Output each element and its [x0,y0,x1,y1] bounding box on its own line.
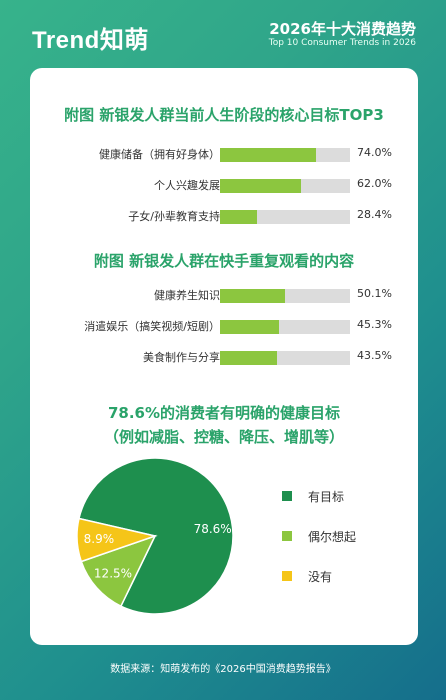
legend-swatch [282,491,292,501]
pie-slice [76,517,158,563]
pie-title-line2: （例如减脂、控糖、降压、增肌等） [103,428,344,446]
bar-value-label: 43.5% [357,349,392,362]
bar-track [220,148,350,162]
pie-slice [80,534,157,608]
legend-swatch [282,571,292,581]
bar [220,289,286,303]
bar-value-label: 28.4% [357,208,392,221]
legend-label: 没有 [308,570,333,584]
brand-logo: Trend知萌 [32,27,149,54]
bar-row: 健康储备（拥有好身体） 74.0% [30,144,418,164]
legend-swatch [282,531,292,541]
pie-value-label: 78.6% [194,522,232,536]
bar-row: 美食制作与分享 43.5% [30,347,418,367]
legend-label: 有目标 [308,490,345,504]
pie-title-line1: 78.6%的消费者有明确的健康目标 [107,404,341,422]
bar-row: 子女/孙辈教育支持 28.4% [30,206,418,226]
content-card: 附图 新银发人群当前人生阶段的核心目标TOP3 健康储备（拥有好身体） 74.0%… [30,68,418,645]
bar-row: 个人兴趣发展 62.0% [30,175,418,195]
bar-category-label: 个人兴趣发展 [154,179,220,192]
bar [220,179,301,193]
report-subtitle: Top 10 Consumer Trends in 2026 [268,38,416,48]
bar-category-label: 子女/孙辈教育支持 [128,210,220,223]
bar-track [220,210,350,224]
pie-value-label: 8.9% [84,532,115,546]
bar-row: 健康养生知识 50.1% [30,285,418,305]
pie-value-label: 12.5% [94,566,132,580]
bar [220,210,257,224]
bar-track [220,351,350,365]
bar-value-label: 50.1% [357,287,392,300]
bar-category-label: 消遣娱乐（搞笑视频/短剧） [84,320,220,333]
header: Trend知萌 2026年十大消费趋势 Top 10 Consumer Tren… [0,0,446,62]
bar-track [220,320,350,334]
bar [220,320,279,334]
chart1-title: 附图 新银发人群当前人生阶段的核心目标TOP3 [64,106,384,124]
bar-category-label: 美食制作与分享 [143,351,220,364]
pie-chart: 78.6% 12.5% 8.9% [76,457,234,615]
data-source: 数据来源：知萌发布的《2026中国消费趋势报告》 [110,664,336,675]
bar [220,351,277,365]
bar-row: 消遣娱乐（搞笑视频/短剧） 45.3% [30,316,418,336]
bar-value-label: 45.3% [357,318,392,331]
chart2-title: 附图 新银发人群在快手重复观看的内容 [93,252,355,270]
bar-value-label: 62.0% [357,177,392,190]
bar-value-label: 74.0% [357,146,392,159]
bar-category-label: 健康养生知识 [154,289,220,302]
bar-track [220,179,350,193]
bar [220,148,317,162]
report-title: 2026年十大消费趋势 [269,20,416,38]
bar-category-label: 健康储备（拥有好身体） [99,148,220,161]
bar-track [220,289,350,303]
legend-label: 偶尔想起 [308,530,357,544]
